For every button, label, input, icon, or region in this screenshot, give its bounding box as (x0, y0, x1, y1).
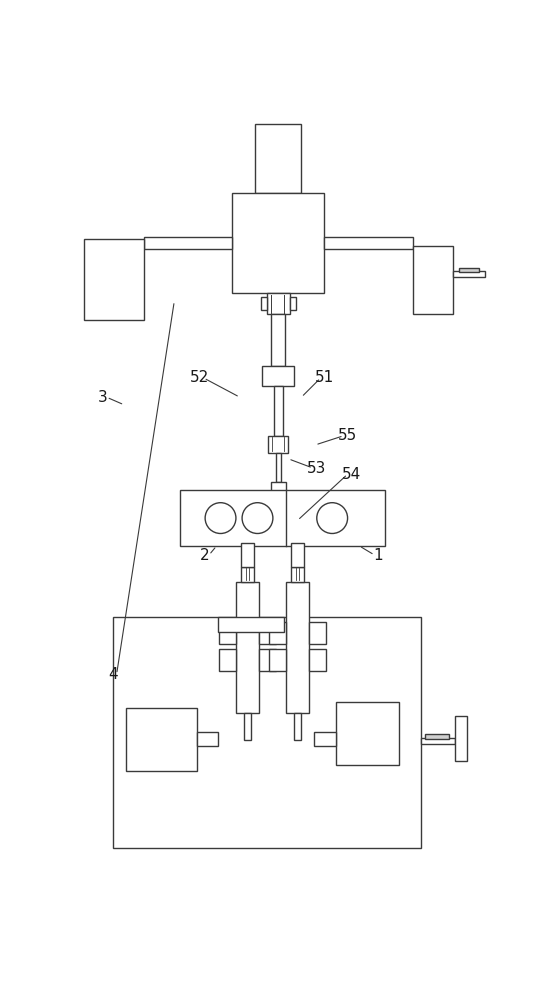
Text: 54: 54 (342, 467, 361, 482)
Bar (325, 237, 413, 249)
Bar (219, 649, 236, 671)
Bar (294, 713, 301, 740)
Bar (291, 543, 304, 567)
Text: 1: 1 (374, 548, 383, 563)
Bar (276, 453, 280, 482)
Bar (272, 314, 285, 366)
Bar (197, 732, 218, 746)
Bar (453, 271, 485, 277)
Bar (259, 649, 276, 671)
Bar (181, 490, 385, 546)
Bar (290, 297, 296, 310)
Bar (413, 246, 453, 314)
Bar (269, 649, 286, 671)
Bar (336, 702, 399, 765)
Bar (218, 617, 284, 632)
Bar (262, 366, 294, 386)
Circle shape (242, 503, 273, 533)
Bar (268, 436, 288, 453)
Bar (315, 732, 336, 746)
Bar (309, 622, 326, 644)
Bar (309, 649, 326, 671)
Bar (459, 268, 479, 272)
Bar (126, 708, 197, 771)
Text: 51: 51 (315, 370, 334, 385)
Bar (241, 543, 253, 567)
Bar (144, 237, 232, 249)
Text: 3: 3 (98, 390, 108, 405)
Bar (232, 193, 325, 293)
Text: 2: 2 (200, 548, 210, 563)
Bar (269, 622, 286, 644)
Bar (274, 386, 283, 436)
Bar (236, 582, 259, 713)
Bar (113, 617, 421, 848)
Bar (261, 297, 267, 310)
Bar (421, 738, 455, 744)
Bar (455, 716, 467, 761)
Bar (255, 124, 301, 193)
Bar (84, 239, 144, 320)
Bar (259, 622, 276, 644)
Bar (290, 567, 305, 582)
Text: 52: 52 (190, 370, 209, 385)
Circle shape (205, 503, 236, 533)
Bar (270, 482, 286, 501)
Bar (219, 622, 236, 644)
Bar (243, 713, 251, 740)
Text: 4: 4 (108, 667, 118, 682)
Circle shape (317, 503, 348, 533)
Bar (241, 567, 254, 582)
Text: 55: 55 (338, 428, 357, 443)
Bar (267, 293, 290, 314)
Text: 53: 53 (307, 461, 326, 476)
Bar (424, 734, 449, 739)
Bar (286, 582, 309, 713)
